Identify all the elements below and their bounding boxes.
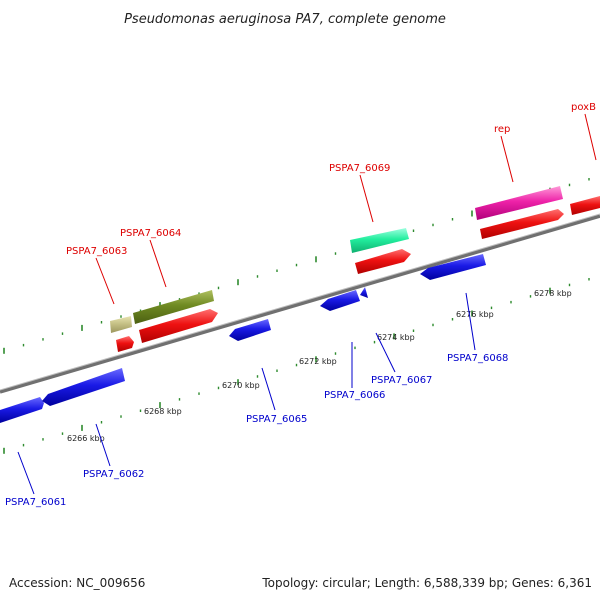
leader-line (584, 113, 597, 161)
tick-label: 6278 kbp (534, 289, 572, 298)
gene-label[interactable]: PSPA7_6062 (83, 469, 144, 480)
tick-label: 6272 kbp (299, 357, 337, 366)
leader-line (359, 174, 374, 223)
gene-label[interactable]: PSPA7_6063 (66, 246, 127, 257)
gene-feature[interactable] (229, 319, 271, 341)
leader-line (375, 332, 396, 373)
dna-backbone (0, 213, 600, 394)
gene-feature[interactable] (570, 196, 600, 215)
accession-text: Accession: NC_009656 (9, 576, 146, 590)
tick-label: 6266 kbp (67, 434, 105, 443)
leader-line (95, 423, 111, 467)
leader-line (17, 451, 35, 495)
reverse-cds-track (0, 254, 486, 423)
gene-label[interactable]: PSPA7_6066 (324, 390, 385, 401)
gene-label[interactable]: PSPA7_6069 (329, 163, 390, 174)
leader-line (149, 239, 167, 288)
tick-label: 6274 kbp (377, 333, 415, 342)
leader-line (95, 257, 115, 305)
gene-feature[interactable] (42, 368, 125, 406)
forward-gene-labels: PSPA7_6063 PSPA7_6064 PSPA7_6069 rep pox… (66, 102, 596, 257)
tick-label: 6270 kbp (222, 381, 260, 390)
gene-feature[interactable] (360, 287, 368, 298)
genome-summary-text: Topology: circular; Length: 6,588,339 bp… (262, 576, 592, 590)
gene-feature[interactable] (420, 254, 486, 280)
lower-tick-row (3, 278, 590, 454)
gene-feature[interactable] (0, 397, 44, 423)
gene-label[interactable]: PSPA7_6068 (447, 353, 508, 364)
leader-line (465, 292, 476, 351)
gene-feature[interactable] (350, 228, 409, 253)
gene-feature[interactable] (320, 290, 360, 311)
feature-track (110, 186, 563, 333)
reverse-gene-labels: PSPA7_6061 PSPA7_6062 PSPA7_6065 PSPA7_6… (5, 353, 508, 508)
gene-feature[interactable] (355, 249, 411, 274)
gene-feature[interactable] (133, 290, 214, 324)
gene-feature[interactable] (139, 309, 218, 343)
gene-feature[interactable] (475, 186, 563, 220)
gene-label[interactable]: poxB (571, 102, 596, 113)
gene-label[interactable]: PSPA7_6065 (246, 414, 307, 425)
gene-label[interactable]: PSPA7_6061 (5, 497, 66, 508)
gene-feature[interactable] (116, 336, 134, 352)
gene-feature[interactable] (480, 209, 564, 239)
leader-lines (17, 113, 597, 495)
map-title: Pseudomonas aeruginosa PA7, complete gen… (124, 12, 446, 27)
gene-label[interactable]: PSPA7_6067 (371, 375, 432, 386)
tick-label: 6276 kbp (456, 310, 494, 319)
leader-line (500, 135, 514, 183)
gene-feature[interactable] (110, 316, 132, 333)
position-labels: 6266 kbp 6268 kbp 6270 kbp 6272 kbp 6274… (67, 289, 572, 443)
gene-label[interactable]: rep (494, 124, 510, 135)
tick-label: 6268 kbp (144, 407, 182, 416)
leader-line (261, 367, 276, 411)
forward-cds-track (116, 196, 600, 352)
gene-label[interactable]: PSPA7_6064 (120, 228, 181, 239)
